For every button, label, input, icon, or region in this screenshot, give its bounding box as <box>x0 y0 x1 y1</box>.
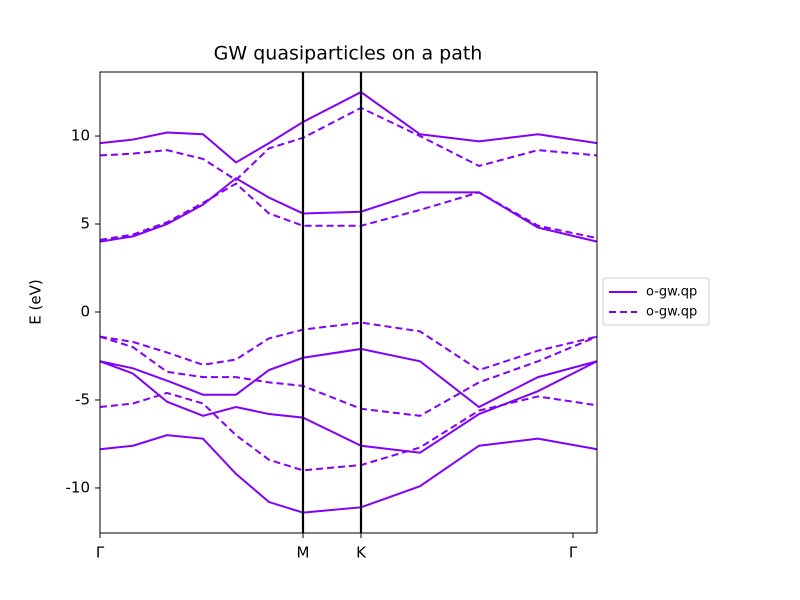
legend-label: o-gw.qp <box>646 305 697 320</box>
chart-title: GW quasiparticles on a path <box>214 43 483 65</box>
band-line <box>99 90 598 164</box>
y-tick-label: 5 <box>80 215 90 233</box>
band-line <box>99 360 598 454</box>
y-tick-label: -10 <box>66 478 91 496</box>
y-tick-label: 10 <box>71 127 90 145</box>
y-tick-label: -5 <box>75 390 90 408</box>
x-tick-label: Γ <box>96 544 105 562</box>
band-line <box>99 106 598 182</box>
band-line <box>99 434 598 514</box>
legend-label: o-gw.qp <box>646 285 697 300</box>
x-tick-label: K <box>356 544 367 562</box>
y-tick-label: 0 <box>80 303 90 321</box>
band-line <box>99 391 598 472</box>
x-tick-label: Γ <box>569 544 578 562</box>
x-tick-label: M <box>297 544 310 562</box>
band-line <box>99 321 598 372</box>
band-line <box>99 182 598 241</box>
legend-box <box>602 277 710 326</box>
band-line <box>99 347 598 409</box>
plot-frame <box>99 71 598 534</box>
band-line <box>99 335 598 417</box>
y-axis-label: E (eV) <box>27 279 45 324</box>
